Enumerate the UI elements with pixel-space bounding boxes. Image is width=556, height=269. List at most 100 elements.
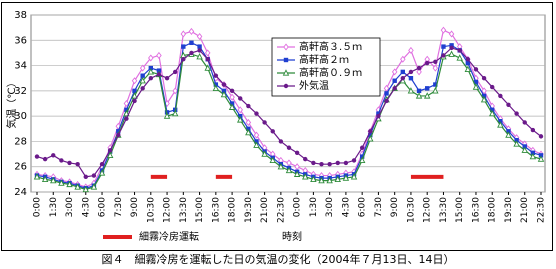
marker: [416, 68, 422, 76]
marker: [213, 82, 219, 87]
marker: [66, 180, 73, 188]
x-tick-label: 9:00: [390, 197, 400, 217]
marker: [67, 160, 72, 166]
marker: [124, 107, 129, 113]
marker: [392, 86, 397, 91]
x-tick-label: 6:00: [98, 197, 108, 217]
marker: [229, 93, 235, 101]
marker: [189, 50, 194, 56]
marker: [116, 129, 121, 134]
marker: [238, 113, 243, 119]
marker: [514, 137, 519, 143]
marker: [432, 64, 439, 72]
marker: [283, 43, 289, 51]
marker: [408, 69, 414, 75]
marker: [538, 153, 544, 158]
marker: [285, 166, 293, 174]
marker: [148, 54, 154, 62]
marker: [303, 156, 308, 162]
marker: [132, 88, 137, 94]
marker: [424, 60, 430, 66]
marker: [246, 126, 251, 131]
x-tick-label: 7:30: [114, 197, 124, 217]
x-tick-label: 0:00: [293, 197, 303, 217]
marker: [188, 27, 195, 35]
marker: [334, 175, 342, 183]
marker: [205, 57, 210, 62]
marker: [537, 155, 545, 162]
marker: [98, 169, 106, 176]
marker: [140, 73, 145, 78]
marker: [384, 98, 389, 104]
marker: [472, 83, 480, 90]
marker: [171, 109, 179, 117]
x-tick-label: 3:00: [65, 197, 75, 217]
marker: [530, 127, 536, 133]
marker: [245, 118, 252, 126]
y-tick-label: 30: [14, 111, 27, 122]
marker: [237, 106, 243, 114]
marker: [269, 156, 276, 164]
marker: [238, 96, 243, 101]
marker: [246, 103, 251, 109]
x-tick-label: 13:30: [439, 197, 449, 223]
marker: [506, 129, 511, 134]
x-tick-label: 22:30: [276, 197, 286, 223]
y-tick-label: 28: [14, 136, 27, 147]
marker: [254, 139, 259, 144]
x-tick-label: 1:30: [49, 197, 59, 217]
y-tick-label: 24: [14, 187, 27, 198]
marker: [498, 119, 503, 124]
marker: [282, 69, 290, 76]
marker: [302, 173, 309, 180]
marker: [359, 145, 365, 150]
marker: [116, 132, 121, 138]
marker: [432, 87, 439, 94]
x-tick-label: 21:00: [260, 197, 270, 223]
x-tick-label: 12:00: [163, 197, 173, 223]
x-tick-label: 19:30: [504, 197, 514, 223]
marker: [513, 140, 520, 147]
marker: [400, 69, 406, 75]
marker: [51, 153, 56, 158]
marker: [286, 159, 292, 167]
marker: [481, 76, 487, 81]
marker: [278, 139, 284, 144]
x-tick-label: 0:00: [33, 197, 43, 217]
marker: [506, 102, 511, 107]
marker: [311, 160, 316, 166]
marker: [350, 173, 358, 180]
x-tick-label: 6:00: [358, 197, 368, 217]
marker: [204, 49, 211, 57]
marker: [172, 87, 178, 95]
marker: [181, 44, 186, 49]
marker: [221, 82, 227, 87]
marker: [107, 148, 113, 153]
marker: [358, 156, 366, 164]
marker: [383, 84, 390, 92]
marker: [189, 40, 194, 46]
marker: [139, 77, 146, 84]
marker: [522, 120, 527, 125]
marker: [488, 109, 496, 117]
marker: [99, 161, 105, 167]
marker: [433, 59, 438, 64]
x-tick-label: 22:30: [537, 197, 547, 223]
x-tick-label: 7:30: [374, 197, 384, 217]
marker: [498, 93, 503, 99]
marker: [283, 83, 289, 89]
marker: [456, 54, 463, 61]
x-tick-label: 13:30: [179, 197, 189, 223]
marker: [132, 98, 137, 104]
marker: [416, 88, 422, 94]
marker: [286, 145, 292, 150]
marker: [416, 65, 422, 71]
marker: [319, 161, 324, 167]
marker: [481, 87, 487, 95]
marker: [481, 93, 487, 99]
marker: [521, 146, 528, 153]
marker: [335, 160, 340, 166]
marker: [221, 88, 227, 94]
x-tick-label: 16:30: [471, 197, 481, 223]
